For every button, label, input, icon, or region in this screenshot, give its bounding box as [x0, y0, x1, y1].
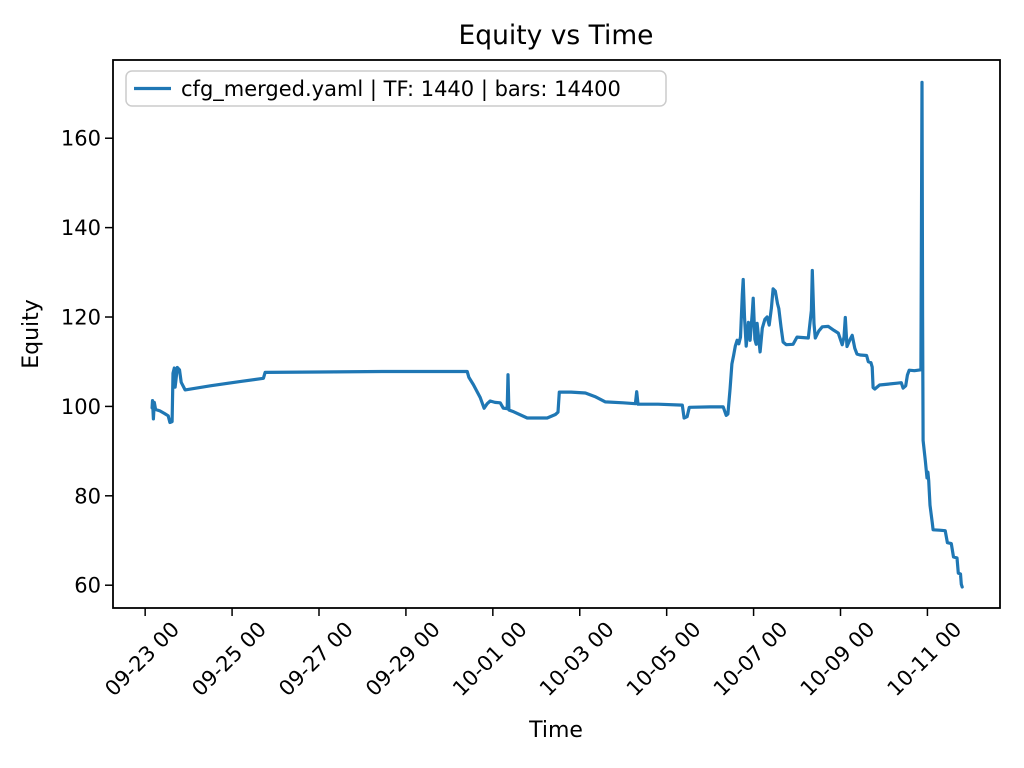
- y-tick-label: 140: [61, 216, 101, 240]
- legend: cfg_merged.yaml | TF: 1440 | bars: 14400: [125, 70, 667, 107]
- equity-line: [150, 80, 964, 589]
- chart-title: Equity vs Time: [459, 20, 654, 51]
- x-axis-label: Time: [528, 718, 583, 743]
- legend-label: cfg_merged.yaml | TF: 1440 | bars: 14400: [181, 77, 621, 102]
- x-tick-label: 10-03 00: [535, 617, 619, 701]
- y-tick-label: 160: [61, 127, 101, 151]
- x-tick-label: 09-29 00: [361, 617, 445, 701]
- y-tick-label: 120: [61, 306, 101, 330]
- x-tick-label: 09-23 00: [100, 617, 184, 701]
- y-axis-label: Equity: [19, 299, 44, 369]
- data-series: [150, 80, 964, 589]
- x-tick-label: 09-27 00: [274, 617, 358, 701]
- y-tick-label: 100: [61, 395, 101, 419]
- plot-area: [113, 60, 1000, 608]
- y-tick-label: 60: [74, 574, 101, 598]
- x-tick-label: 10-09 00: [796, 617, 880, 701]
- x-tick-label: 10-11 00: [883, 617, 967, 701]
- y-tick-label: 80: [74, 484, 101, 508]
- legend-box: [125, 70, 667, 107]
- axes-spines: [112, 59, 1001, 609]
- x-tick-label: 10-07 00: [709, 617, 793, 701]
- x-tick-label: 10-01 00: [448, 617, 532, 701]
- x-tick-label: 10-05 00: [622, 617, 706, 701]
- x-tick-label: 09-25 00: [187, 617, 271, 701]
